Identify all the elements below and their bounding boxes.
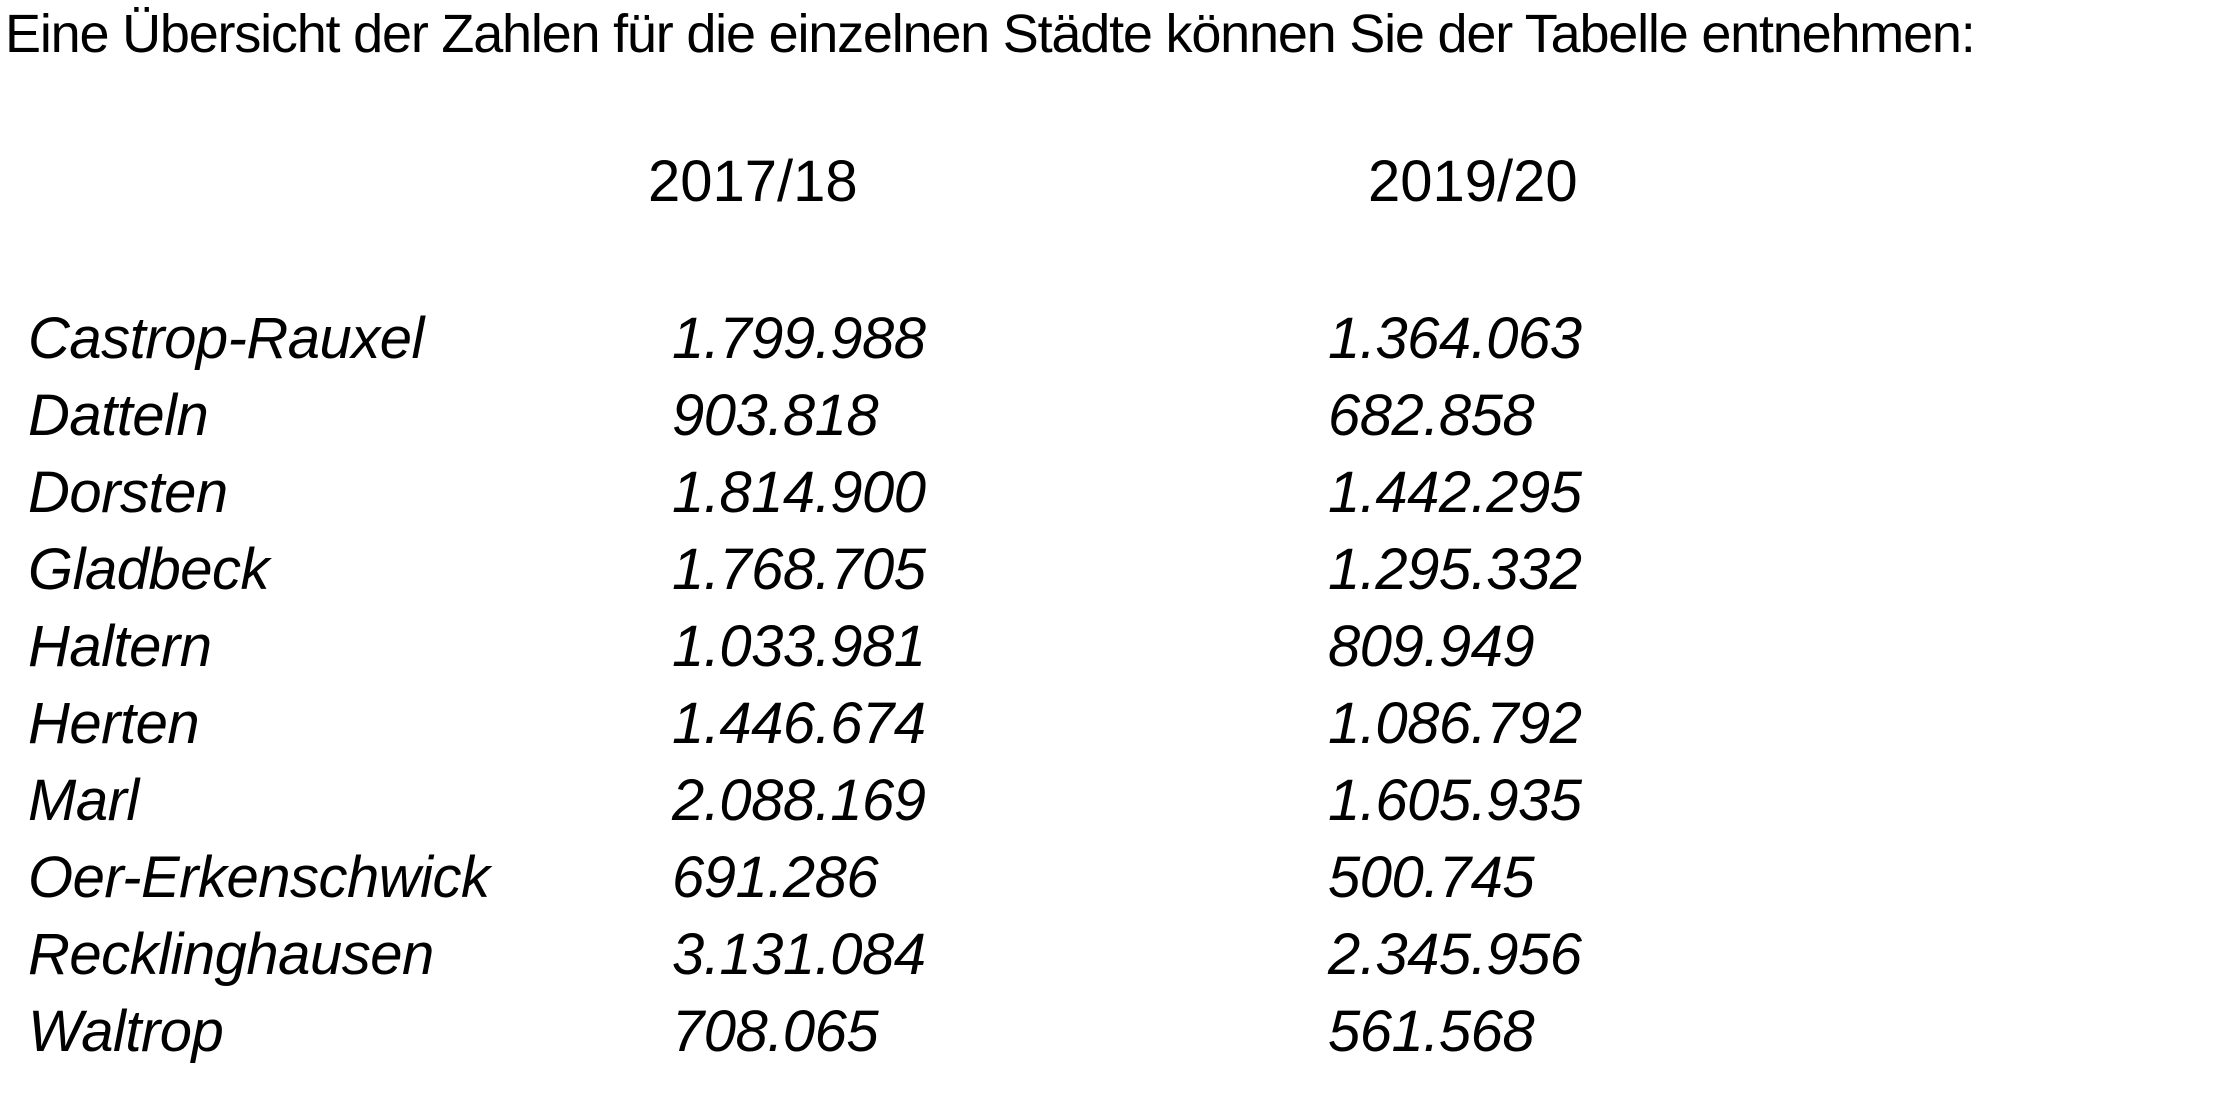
value-cell-2019-20: 1.605.935 bbox=[1328, 768, 1582, 833]
table-row: Waltrop 708.065 561.568 bbox=[0, 993, 2234, 1070]
table-row: Dorsten 1.814.900 1.442.295 bbox=[0, 454, 2234, 531]
value-cell-2019-20: 809.949 bbox=[1328, 614, 1535, 679]
table-row: Recklinghausen 3.131.084 2.345.956 bbox=[0, 916, 2234, 993]
table-column-headers: 2017/18 2019/20 bbox=[0, 150, 2234, 214]
table-row: Herten 1.446.674 1.086.792 bbox=[0, 685, 2234, 762]
column-header-2019-20: 2019/20 bbox=[1368, 149, 1578, 214]
table-row: Castrop-Rauxel 1.799.988 1.364.063 bbox=[0, 300, 2234, 377]
value-cell-2017-18: 1.768.705 bbox=[672, 537, 926, 602]
city-name-cell: Datteln bbox=[28, 383, 209, 448]
value-cell-2019-20: 1.295.332 bbox=[1328, 537, 1582, 602]
value-cell-2017-18: 708.065 bbox=[672, 999, 879, 1064]
value-cell-2017-18: 1.446.674 bbox=[672, 691, 926, 756]
value-cell-2017-18: 2.088.169 bbox=[672, 768, 926, 833]
city-name-cell: Haltern bbox=[28, 614, 212, 679]
table-body: Castrop-Rauxel 1.799.988 1.364.063 Datte… bbox=[0, 300, 2234, 1070]
value-cell-2019-20: 1.364.063 bbox=[1328, 306, 1582, 371]
city-name-cell: Dorsten bbox=[28, 460, 228, 525]
value-cell-2019-20: 682.858 bbox=[1328, 383, 1535, 448]
city-name-cell: Castrop-Rauxel bbox=[28, 306, 424, 371]
value-cell-2017-18: 1.799.988 bbox=[672, 306, 926, 371]
city-name-cell: Waltrop bbox=[28, 999, 224, 1064]
city-name-cell: Gladbeck bbox=[28, 537, 270, 602]
value-cell-2019-20: 1.086.792 bbox=[1328, 691, 1582, 756]
value-cell-2019-20: 500.745 bbox=[1328, 845, 1535, 910]
value-cell-2017-18: 1.814.900 bbox=[672, 460, 926, 525]
city-name-cell: Oer-Erkenschwick bbox=[28, 845, 490, 910]
city-name-cell: Herten bbox=[28, 691, 200, 756]
intro-text: Eine Übersicht der Zahlen für die einzel… bbox=[5, 4, 1976, 64]
table-row: Datteln 903.818 682.858 bbox=[0, 377, 2234, 454]
value-cell-2019-20: 561.568 bbox=[1328, 999, 1535, 1064]
value-cell-2017-18: 903.818 bbox=[672, 383, 879, 448]
table-row: Gladbeck 1.768.705 1.295.332 bbox=[0, 531, 2234, 608]
column-header-2017-18: 2017/18 bbox=[648, 149, 858, 214]
value-cell-2019-20: 2.345.956 bbox=[1328, 922, 1582, 987]
value-cell-2017-18: 691.286 bbox=[672, 845, 879, 910]
city-name-cell: Recklinghausen bbox=[28, 922, 434, 987]
city-name-cell: Marl bbox=[28, 768, 139, 833]
table-row: Haltern 1.033.981 809.949 bbox=[0, 608, 2234, 685]
value-cell-2017-18: 3.131.084 bbox=[672, 922, 926, 987]
value-cell-2019-20: 1.442.295 bbox=[1328, 460, 1582, 525]
table-row: Oer-Erkenschwick 691.286 500.745 bbox=[0, 839, 2234, 916]
table-row: Marl 2.088.169 1.605.935 bbox=[0, 762, 2234, 839]
value-cell-2017-18: 1.033.981 bbox=[672, 614, 926, 679]
